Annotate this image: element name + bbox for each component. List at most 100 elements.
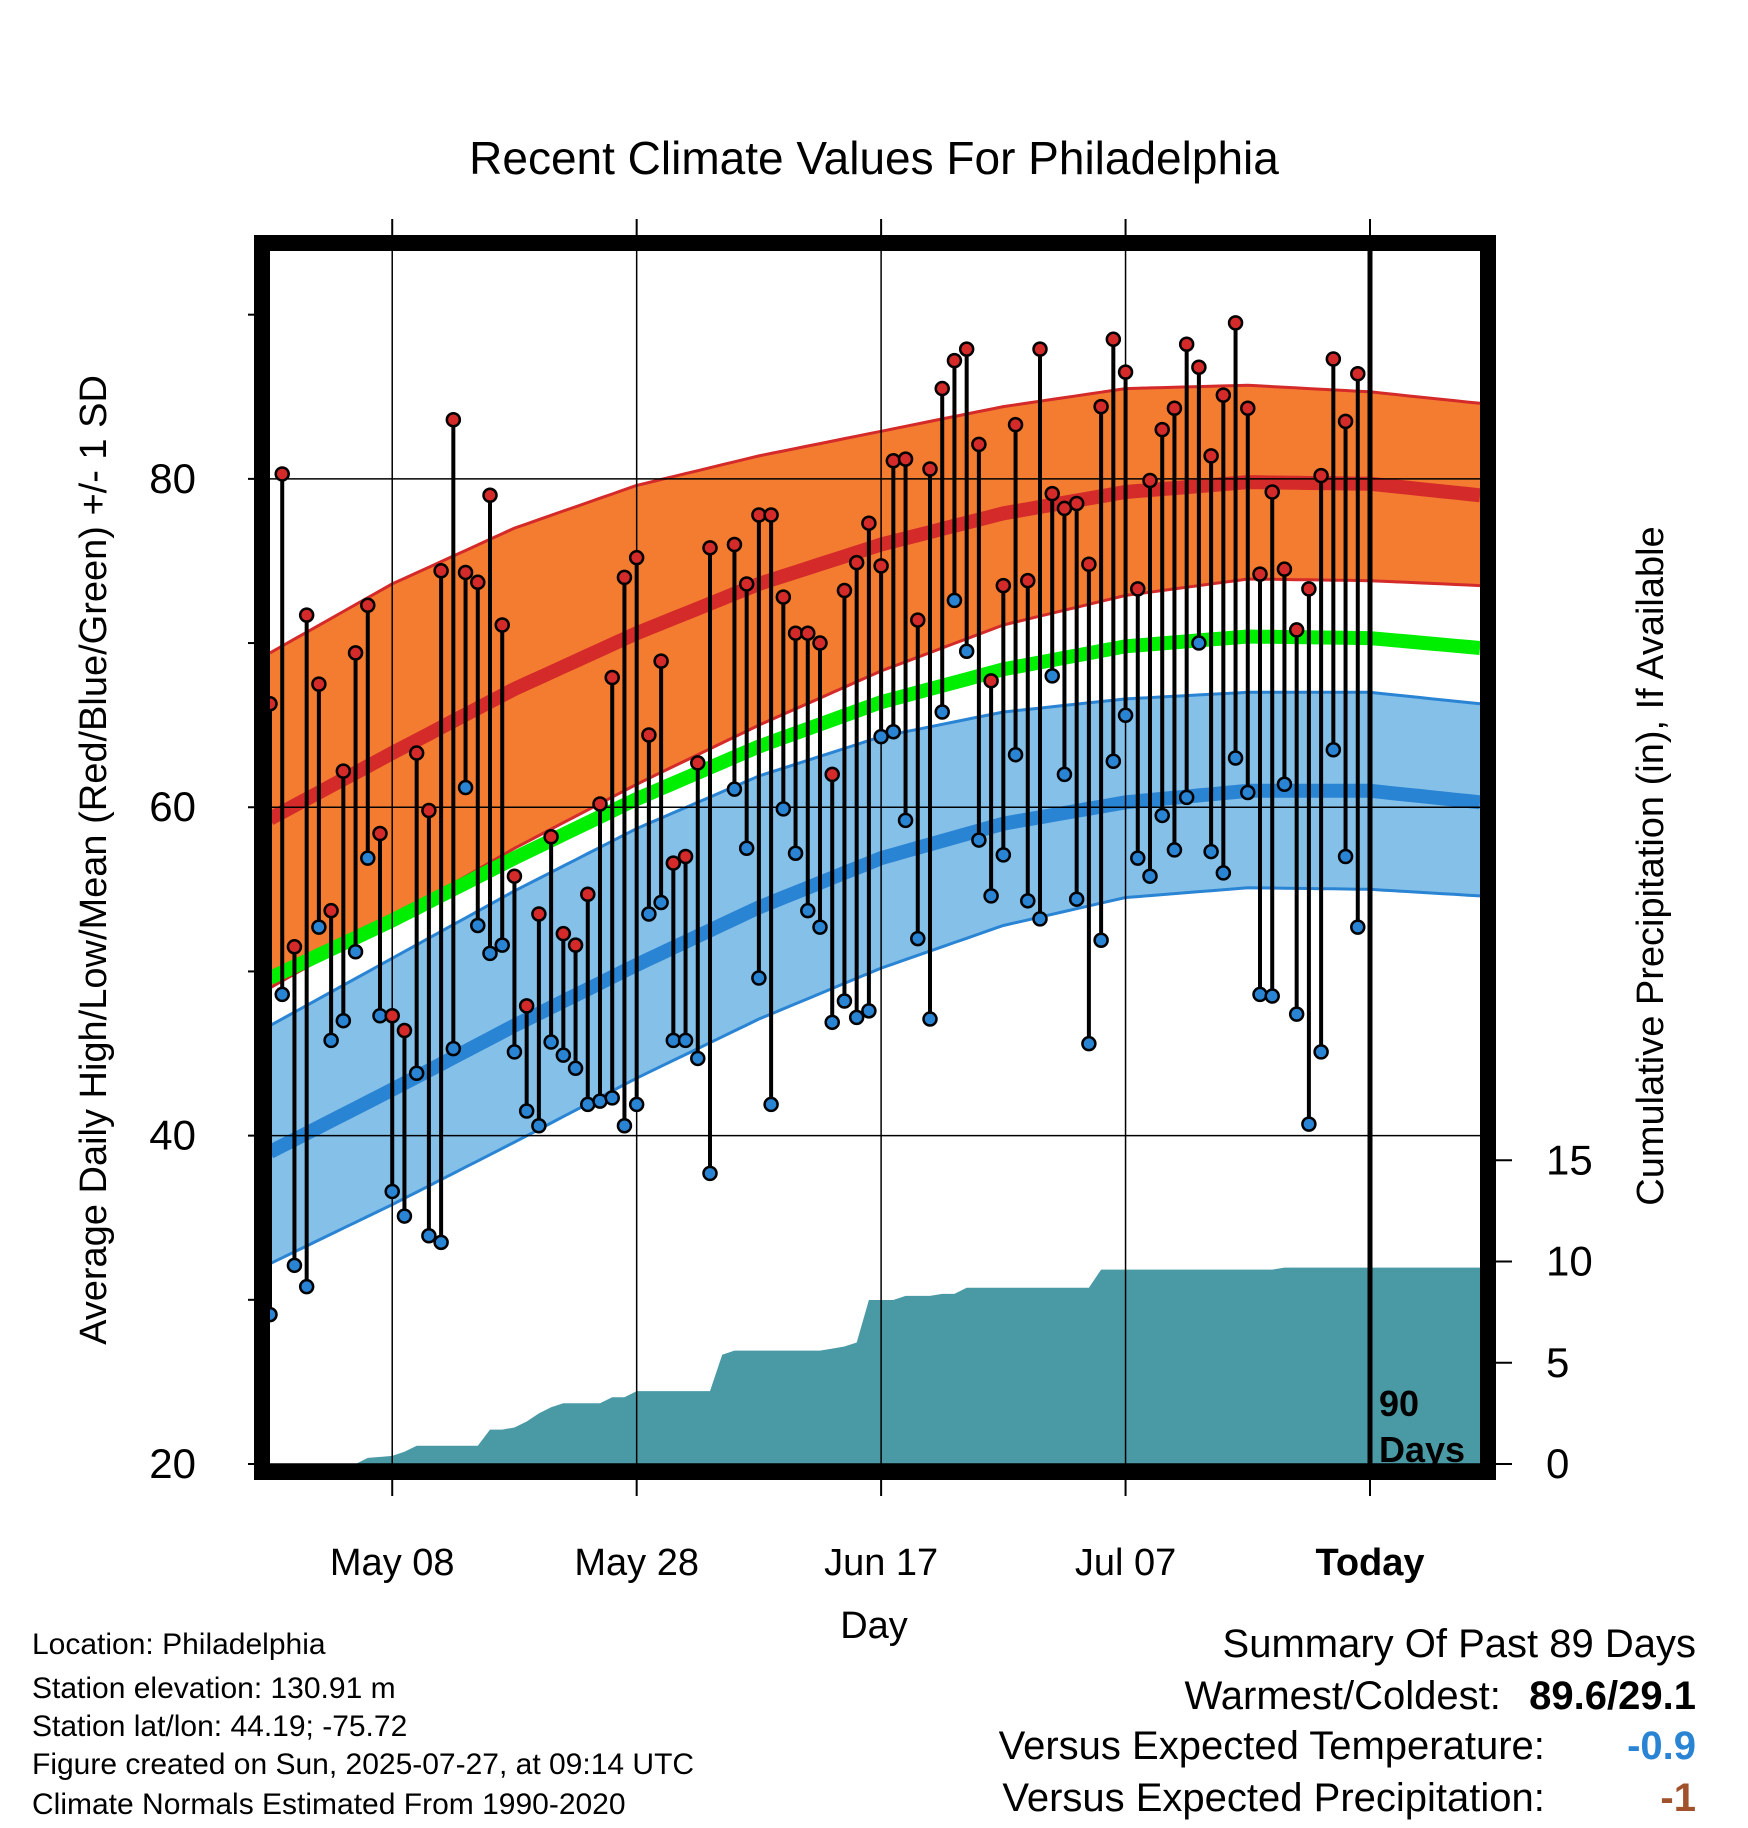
daily-low-point — [763, 1096, 779, 1113]
daily-high-point — [1105, 331, 1122, 348]
daily-low-point — [1154, 807, 1170, 824]
daily-low-point — [1252, 986, 1268, 1003]
daily-high-point — [702, 540, 718, 556]
daily-low-point — [628, 1096, 645, 1113]
daily-high-point — [812, 635, 828, 651]
daily-high-point — [408, 745, 425, 761]
summary-title: Summary Of Past 89 Days — [1222, 1622, 1696, 1666]
daily-high-point — [1154, 421, 1170, 438]
daily-high-point — [1117, 364, 1134, 380]
precip-value: -1 — [1660, 1776, 1696, 1820]
temp-value: -0.9 — [1627, 1724, 1696, 1768]
daily-low-point — [274, 986, 290, 1003]
coldest-value: 29.1 — [1618, 1674, 1696, 1718]
daily-high-point — [934, 380, 950, 397]
daily-low-point — [897, 812, 914, 829]
daily-high-point — [543, 829, 559, 845]
high-sd-upper-line — [269, 383, 1481, 655]
daily-low-point — [702, 1165, 718, 1182]
daily-low-point — [653, 894, 669, 911]
warm-cold-separator: / — [1607, 1674, 1619, 1718]
daily-low-point — [482, 945, 498, 962]
daily-low-point — [641, 906, 657, 922]
daily-low-point — [1337, 848, 1354, 865]
x-tick-label: May 08 — [330, 1542, 455, 1584]
low-sd-band — [270, 692, 1480, 1264]
daily-high-point — [665, 855, 682, 871]
summary-temperature: Versus Expected Temperature: -0.9 — [999, 1724, 1696, 1769]
daily-low-point — [445, 1040, 462, 1057]
daily-high-point — [274, 466, 290, 482]
daily-high-point — [824, 766, 840, 783]
daily-high-point — [1032, 341, 1048, 357]
daily-high-point — [922, 461, 938, 477]
daily-high-point — [616, 569, 633, 586]
daily-high-point — [518, 998, 535, 1014]
daily-high-point — [1166, 400, 1183, 417]
daily-high-point — [1313, 467, 1329, 484]
today-days-count: 90 — [1379, 1383, 1419, 1424]
high-normal-line — [266, 475, 1481, 825]
daily-low-point — [543, 1034, 559, 1050]
warm-cold-label: Warmest/Coldest: — [1184, 1674, 1501, 1718]
daily-high-point — [885, 453, 902, 469]
daily-low-point — [470, 917, 486, 934]
daily-low-point — [421, 1228, 437, 1244]
daily-low-point — [922, 1011, 938, 1027]
daily-high-point — [1203, 448, 1219, 464]
daily-high-point — [286, 939, 303, 955]
daily-high-point — [1325, 351, 1342, 367]
daily-low-point — [298, 1278, 315, 1295]
precipitation-layer — [270, 1267, 1480, 1464]
daily-high-point — [555, 925, 572, 942]
y-axis-label: Average Daily High/Low/Mean (Red/Blue/Gr… — [73, 375, 115, 1345]
daily-low-point — [958, 643, 975, 660]
daily-high-point — [1093, 398, 1109, 415]
daily-low-point — [1215, 865, 1232, 881]
daily-high-point — [1227, 315, 1244, 331]
daily-low-point — [335, 1012, 352, 1029]
low-normal-line — [266, 783, 1481, 1159]
daily-high-point — [1081, 556, 1097, 572]
low-sd-lower-line — [269, 886, 1481, 1266]
daily-low-point — [934, 704, 950, 720]
daily-low-point — [1032, 911, 1048, 927]
daily-low-point — [1203, 843, 1219, 860]
daily-high-point — [763, 507, 779, 523]
daily-low-point — [1093, 932, 1109, 948]
daily-high-point — [567, 937, 584, 953]
daily-low-point — [311, 919, 327, 935]
daily-low-point — [286, 1257, 303, 1274]
daily-high-point — [1252, 566, 1268, 582]
summary-warm-cold: Warmest/Coldest: 89.6/29.1 — [1185, 1674, 1697, 1719]
daily-low-point — [433, 1234, 449, 1251]
daily-low-point — [861, 1003, 877, 1019]
mean-normal-line — [267, 629, 1481, 985]
daily-high-point — [653, 653, 669, 669]
daily-low-point — [1301, 1116, 1317, 1132]
x-tick-label: Jul 07 — [1075, 1542, 1176, 1584]
daily-high-point — [421, 802, 437, 819]
daily-low-point — [836, 993, 853, 1009]
daily-low-point — [1178, 789, 1195, 806]
y-right-tick-label: 15 — [1546, 1136, 1593, 1183]
daily-low-point — [995, 847, 1012, 863]
plot-frame — [254, 235, 1496, 1480]
info-created: Figure created on Sun, 2025-07-27, at 09… — [32, 1748, 695, 1781]
daily-high-point — [1276, 561, 1293, 577]
daily-low-point — [848, 1009, 865, 1026]
daily-low-point — [946, 592, 963, 609]
daily-high-point — [971, 436, 987, 453]
daily-low-point — [1056, 766, 1073, 783]
daily-high-point — [1020, 572, 1036, 589]
precip-label: Versus Expected Precipitation: — [1002, 1776, 1545, 1820]
daily-low-point — [1276, 776, 1293, 793]
daily-low-point — [1350, 919, 1366, 935]
daily-high-point — [995, 577, 1012, 594]
info-normals: Climate Normals Estimated From 1990-2020 — [32, 1788, 626, 1821]
y-tick-label: 40 — [149, 1112, 196, 1159]
daily-high-point — [396, 1022, 413, 1039]
daily-high-point — [690, 755, 706, 771]
normals-layer — [266, 383, 1481, 1266]
